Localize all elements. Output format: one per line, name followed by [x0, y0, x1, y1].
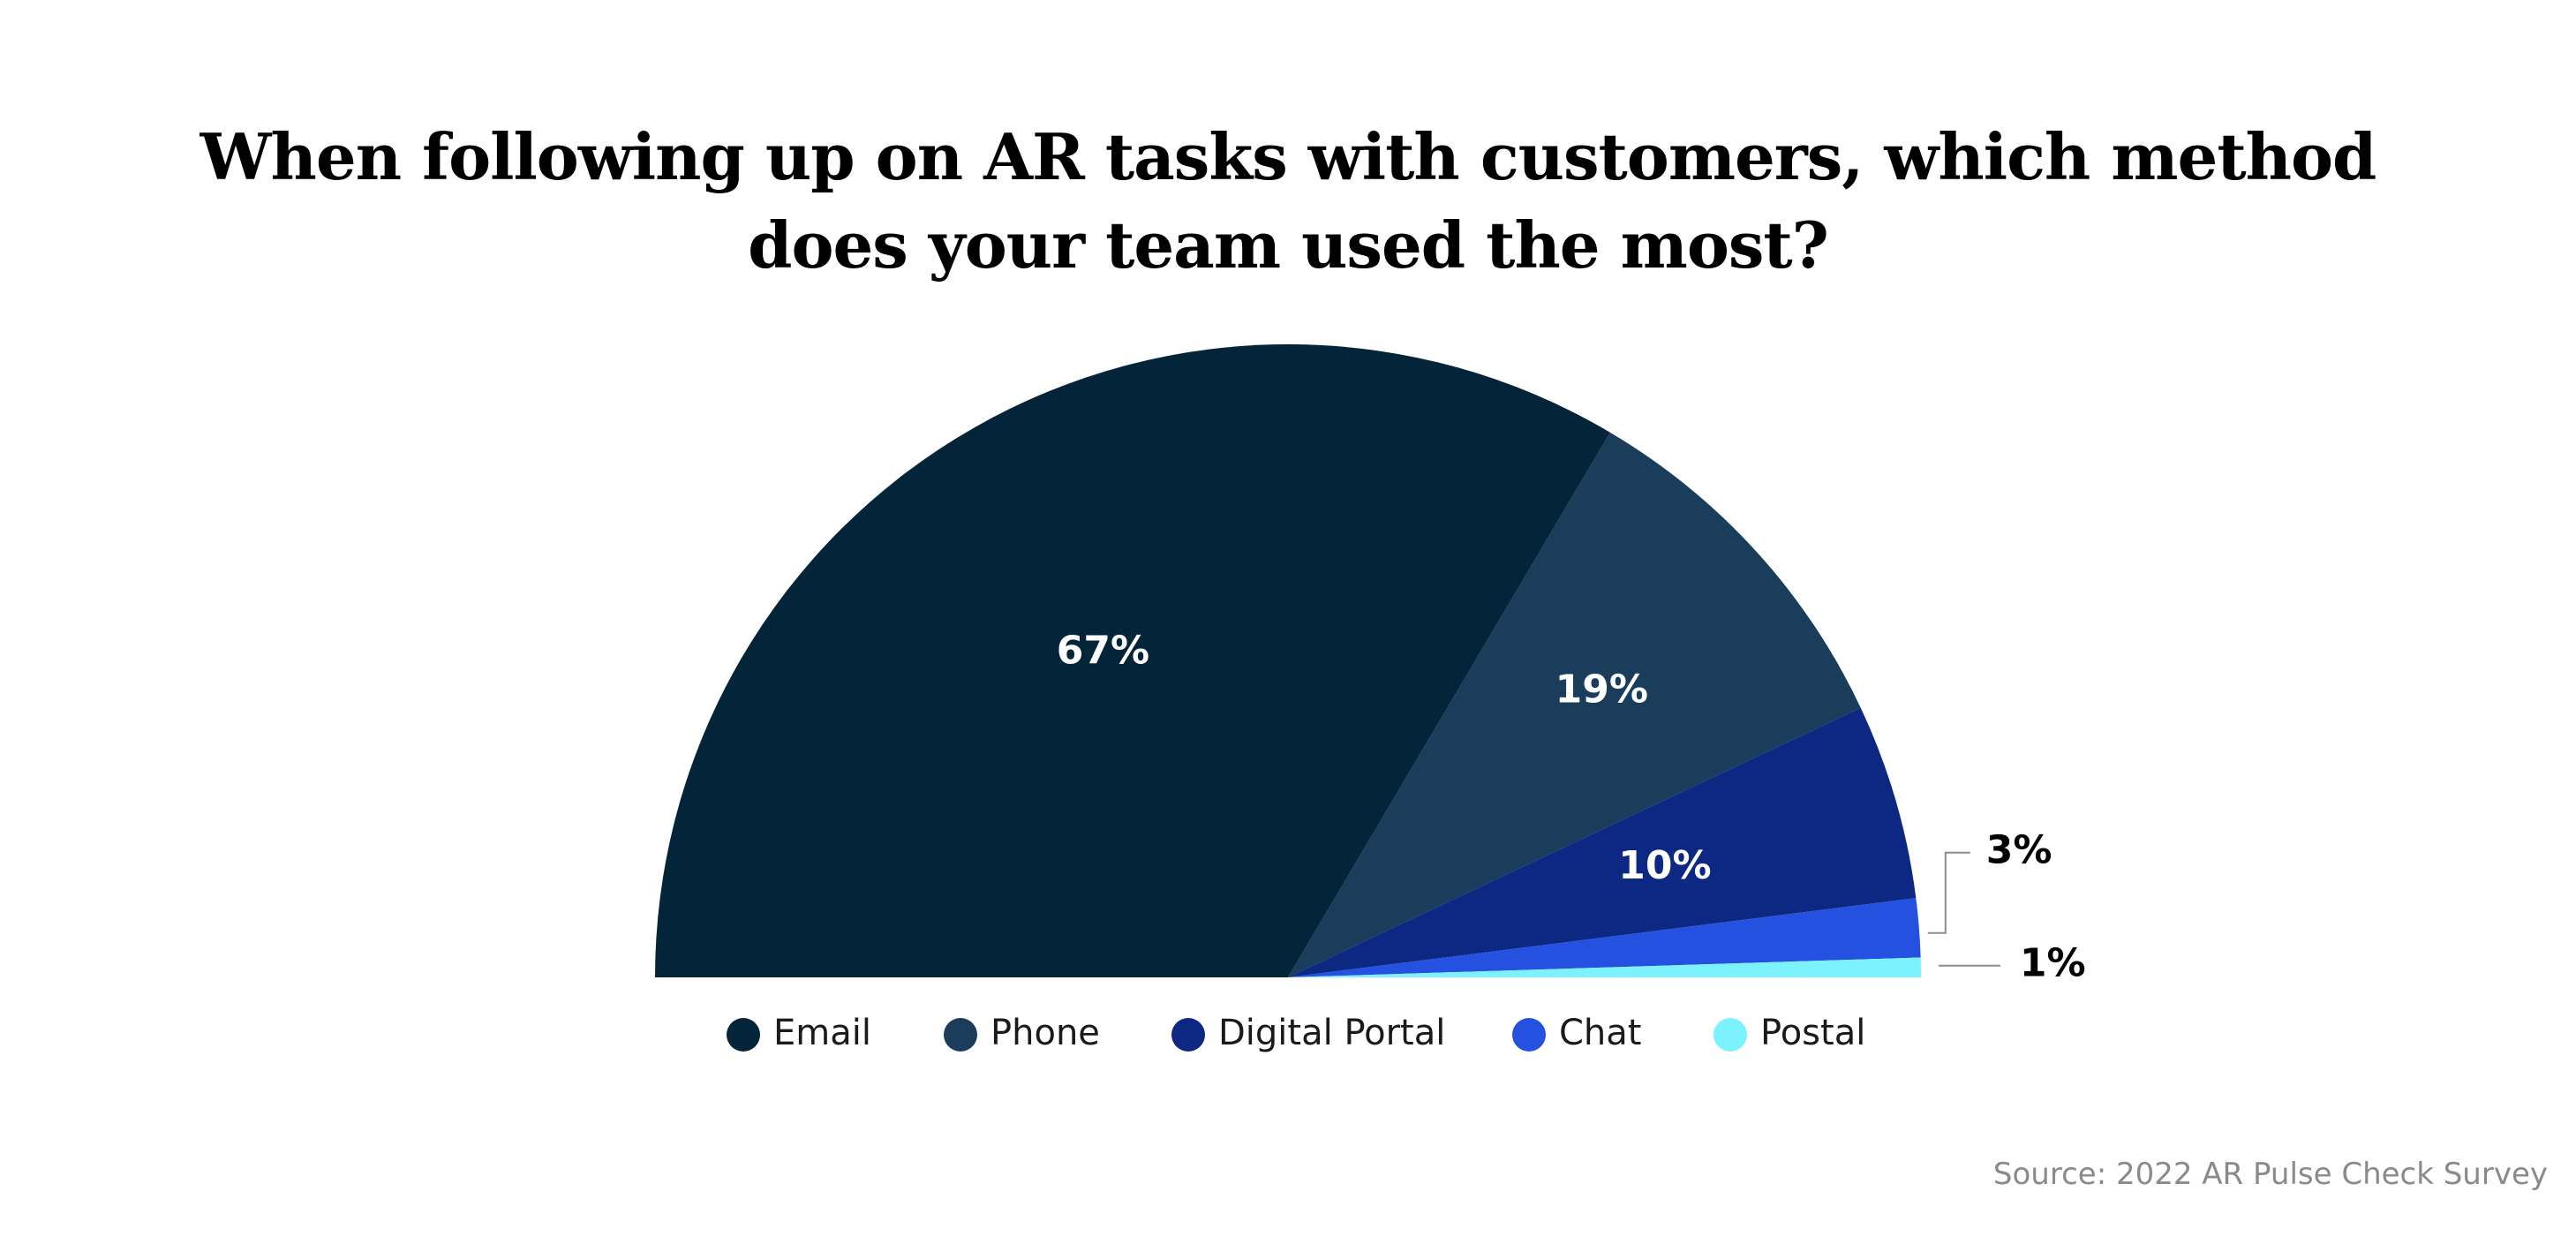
legend-label-email: Email — [773, 1013, 871, 1053]
legend-item-chat: Chat — [1512, 1013, 1641, 1053]
legend-label-postal: Postal — [1760, 1013, 1865, 1053]
data-label-email: 67% — [1057, 629, 1149, 674]
slice-email — [655, 344, 1610, 978]
slices-layer — [655, 344, 1921, 978]
legend-item-phone: Phone — [944, 1013, 1100, 1053]
legend-swatch-phone — [944, 1018, 977, 1052]
slice-chat — [1288, 898, 1921, 977]
legend-label-phone: Phone — [990, 1013, 1100, 1053]
chart-legend: Email Phone Digital Portal Chat Postal — [727, 1013, 1865, 1053]
data-label-digital-portal: 10% — [1618, 843, 1711, 888]
legend-item-digital-portal: Digital Portal — [1171, 1013, 1445, 1053]
data-label-phone: 19% — [1555, 667, 1648, 712]
slice-digital-portal — [1288, 707, 1917, 977]
slice-phone — [1288, 432, 1861, 977]
data-label-postal: 1% — [2020, 941, 2086, 986]
source-note: Source: 2022 AR Pulse Check Survey — [1992, 1157, 2548, 1192]
leader-line-chat — [1927, 851, 1970, 934]
legend-item-postal: Postal — [1714, 1013, 1865, 1053]
slice-postal — [1288, 957, 1921, 977]
chart-title: When following up on AR tasks with custo… — [200, 119, 2377, 283]
legend-label-chat: Chat — [1559, 1013, 1641, 1053]
legend-swatch-email — [727, 1018, 760, 1052]
data-label-chat: 3% — [1986, 828, 2053, 873]
legend-swatch-chat — [1512, 1018, 1546, 1052]
labels-layer: 67% 19% 10% 3% 1% — [1057, 629, 2086, 986]
legend-item-email: Email — [727, 1013, 871, 1053]
legend-swatch-digital-portal — [1171, 1018, 1205, 1052]
legend-swatch-postal — [1714, 1018, 1747, 1052]
legend-label-digital-portal: Digital Portal — [1218, 1013, 1445, 1053]
